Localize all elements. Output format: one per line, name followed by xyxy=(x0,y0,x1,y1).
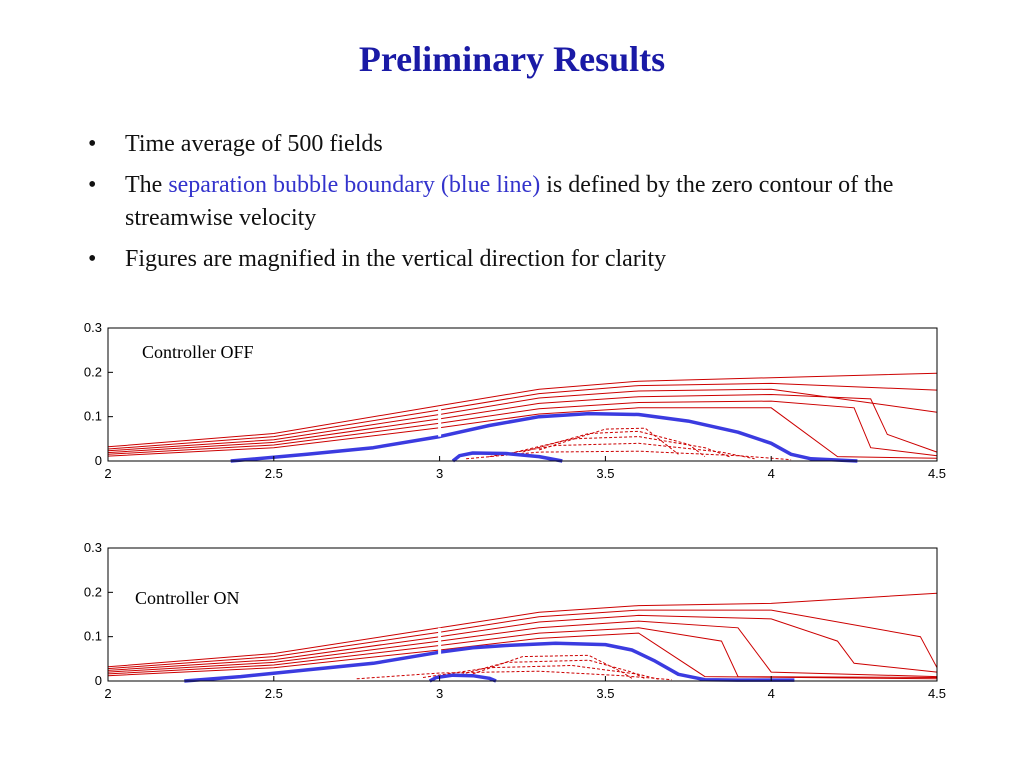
separation-boundary-main xyxy=(230,411,858,463)
contour-dashed-2 xyxy=(505,436,732,458)
contour-dashed-4 xyxy=(538,427,679,455)
bullet-dot: • xyxy=(88,131,97,157)
bullet-dot: • xyxy=(88,246,97,272)
y-tick-label: 0 xyxy=(95,453,102,468)
bullet-dot: • xyxy=(88,172,97,198)
contour-solid-5 xyxy=(107,407,938,459)
contour-solid-5 xyxy=(107,632,938,680)
x-tick-label: 4 xyxy=(768,686,775,701)
y-tick-label: 0 xyxy=(95,673,102,688)
contour-dashed-1 xyxy=(489,442,755,460)
separation-boundary-small xyxy=(451,451,563,463)
contour-dashed-0 xyxy=(466,450,792,461)
x-tick-label: 2.5 xyxy=(265,686,283,701)
y-tick-label: 0.1 xyxy=(84,409,102,424)
contour-solid-1 xyxy=(107,609,938,670)
slide-title: Preliminary Results xyxy=(358,39,666,79)
bullet-item: • Time average of 500 fields xyxy=(88,128,968,161)
x-tick-label: 3 xyxy=(436,686,443,701)
contour-solid-3 xyxy=(107,620,938,678)
bullet-text: Figures are magnified in the vertical di… xyxy=(125,246,667,272)
contour-solid-2 xyxy=(107,388,938,452)
x-tick-label: 3.5 xyxy=(596,466,614,481)
contour-dashed-0 xyxy=(356,670,672,681)
bullet-list: • Time average of 500 fields • The separ… xyxy=(88,128,968,284)
bullet-item: • Figures are magnified in the vertical … xyxy=(88,243,968,276)
chart-controller-off: 2 2.5 3 3.5 4 4.5 0 0.1 0.2 0.3 Controller OFF xyxy=(84,320,946,481)
x-tick-label: 2 xyxy=(104,686,111,701)
bullet-text-pre: The xyxy=(125,172,169,198)
contour-dashed-3 xyxy=(522,430,706,458)
contour-solid-4 xyxy=(107,627,938,678)
x-tick-label: 3 xyxy=(436,466,443,481)
contour-dashed-3 xyxy=(472,654,633,679)
chart-controller-on: 2 2.5 3 3.5 4 4.5 0 0.1 0.2 0.3 Controller ON xyxy=(84,540,946,701)
bullet-text-post: is defined by the zero contour of the st… xyxy=(125,172,894,231)
y-tick-label: 0.1 xyxy=(84,629,102,644)
panel-label: Controller ON xyxy=(135,588,239,608)
y-tick-label: 0.2 xyxy=(84,584,102,599)
contour-solid-2 xyxy=(107,614,938,673)
y-tick-label: 0.3 xyxy=(84,320,102,335)
x-tick-label: 2 xyxy=(104,466,111,481)
x-tick-label: 2.5 xyxy=(265,466,283,481)
y-tick-label: 0.2 xyxy=(84,364,102,379)
y-tick-label: 0.3 xyxy=(84,540,102,555)
separation-boundary-small xyxy=(428,673,497,683)
bullet-item: • The separation bubble boundary (blue l… xyxy=(88,169,968,235)
separation-boundary-main xyxy=(184,641,795,683)
x-tick-label: 4 xyxy=(768,466,775,481)
panel-label: Controller OFF xyxy=(142,342,254,362)
contour-solid-0 xyxy=(107,592,938,668)
x-tick-label: 4.5 xyxy=(928,686,946,701)
bullet-text: Time average of 500 fields xyxy=(125,131,383,157)
plot-frame xyxy=(107,547,938,682)
bullet-highlight: separation bubble boundary (blue line) xyxy=(168,172,541,198)
contour-solid-4 xyxy=(107,400,938,457)
contour-solid-1 xyxy=(107,382,938,450)
contour-solid-0 xyxy=(107,372,938,448)
contour-solid-3 xyxy=(107,393,938,454)
x-tick-label: 3.5 xyxy=(596,686,614,701)
plot-frame xyxy=(107,327,938,462)
x-tick-label: 4.5 xyxy=(928,466,946,481)
